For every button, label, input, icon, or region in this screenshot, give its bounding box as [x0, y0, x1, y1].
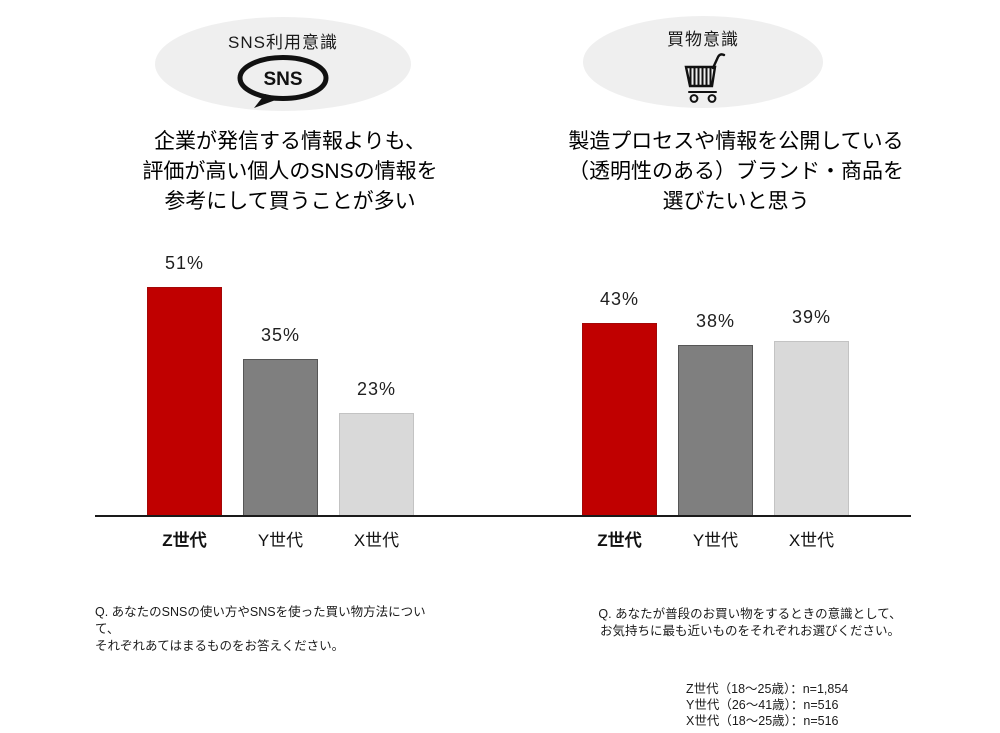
bar-column-z: 51% Z世代 [147, 252, 222, 550]
bar-value-label: 23% [356, 378, 397, 399]
question-note-sns-line1: Q. あなたのSNSの使い方やSNSを使った買い物方法につい [95, 605, 426, 619]
bar-column-y: 38% Y世代 [678, 311, 753, 550]
question-note-sns: Q. あなたのSNSの使い方やSNSを使った買い物方法につい て、 それぞれあて… [95, 604, 426, 655]
bar-x-generation [339, 412, 414, 516]
bar-value-label: 38% [695, 311, 736, 331]
category-label-y: Y世代 [257, 531, 304, 550]
badge-shopping-awareness-label: 買物意識 [667, 30, 739, 49]
statement-shopping-line3: 選びたいと思う [662, 190, 810, 213]
sample-size-note: Z世代（18～25歳）：n=1,854 Y世代（26～41歳）：n=516 X世… [686, 681, 848, 729]
bar-value-label: 39% [791, 306, 832, 327]
bar-value-label: 51% [164, 252, 205, 273]
bar-column-z: 43% Z世代 [582, 288, 657, 550]
bar-value-label: 35% [260, 324, 301, 345]
category-label-x: X世代 [353, 531, 400, 550]
statement-sns-line3: 参考にして買うことが多い [164, 190, 416, 213]
statement-shopping-line1: 製造プロセスや情報を公開している [568, 130, 904, 153]
statement-shopping-line2: （透明性のある）ブランド・商品を [568, 160, 904, 183]
bar-y-generation [243, 358, 318, 516]
category-label-x: X世代 [788, 531, 835, 550]
x-axis-line [95, 515, 911, 517]
sample-size-y: Y世代（26～41歳）：n=516 [686, 698, 839, 712]
bar-z-generation [147, 286, 222, 516]
badge-shopping-awareness: 買物意識 [583, 16, 823, 108]
badge-sns-usage: SNS利用意識 SNS [155, 17, 411, 111]
bar-value-label: 43% [599, 288, 640, 309]
question-note-sns-line2: て、 [95, 622, 120, 636]
statement-sns: 企業が発信する情報よりも、 評価が高い個人のSNSの情報を 参考にして買うことが… [90, 127, 490, 217]
category-label-z: Z世代 [597, 531, 642, 550]
statement-sns-line2: 評価が高い個人のSNSの情報を [142, 160, 438, 183]
category-label-z: Z世代 [162, 531, 207, 550]
statement-sns-line1: 企業が発信する情報よりも、 [154, 130, 426, 153]
sns-bubble-text: SNS [263, 69, 302, 90]
sample-size-x: X世代（18～25歳）：n=516 [686, 714, 839, 728]
category-label-y: Y世代 [692, 531, 739, 550]
bar-x-generation [774, 340, 849, 516]
bar-z-generation [582, 322, 657, 516]
bar-column-x: 23% X世代 [339, 378, 414, 550]
question-note-shopping: Q. あなたが普段のお買い物をするときの意識として、 お気持ちに最も近いものをそ… [560, 606, 940, 640]
question-note-shopping-line1: Q. あなたが普段のお買い物をするときの意識として、 [598, 607, 902, 621]
badge-sns-usage-label: SNS利用意識 [228, 33, 338, 52]
bar-y-generation [678, 345, 753, 516]
question-note-shopping-line2: お気持ちに最も近いものをそれぞれお選びください。 [599, 624, 900, 638]
bar-chart-shopping: 43% Z世代 38% Y世代 39% X世代 [582, 288, 849, 550]
bar-chart-sns: 51% Z世代 35% Y世代 23% X世代 [147, 252, 414, 550]
bar-column-x: 39% X世代 [774, 306, 849, 550]
sns-speech-bubble-icon: SNS [237, 55, 329, 108]
shopping-cart-icon [684, 53, 726, 103]
statement-shopping: 製造プロセスや情報を公開している （透明性のある）ブランド・商品を 選びたいと思… [531, 127, 941, 217]
sample-size-z: Z世代（18～25歳）：n=1,854 [686, 682, 849, 696]
question-note-sns-line3: それぞれあてはまるものをお答えください。 [95, 639, 345, 653]
bar-column-y: 35% Y世代 [243, 324, 318, 550]
